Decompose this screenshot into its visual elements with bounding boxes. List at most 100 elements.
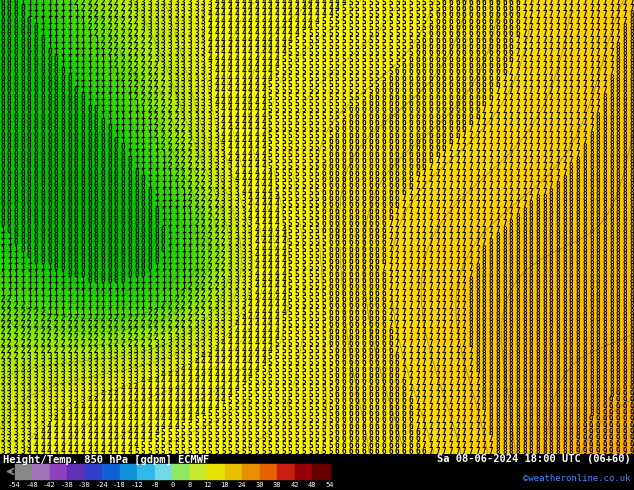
Text: 1: 1 — [148, 143, 152, 152]
Text: 1: 1 — [174, 181, 179, 190]
Text: 6: 6 — [382, 390, 386, 399]
Text: 3: 3 — [201, 327, 205, 336]
Text: 2: 2 — [161, 131, 165, 140]
Text: 2: 2 — [120, 29, 126, 38]
Text: 1: 1 — [81, 289, 85, 298]
Text: 8: 8 — [542, 295, 547, 304]
Text: 5: 5 — [161, 447, 165, 456]
Text: 8: 8 — [536, 327, 540, 336]
Text: 0: 0 — [114, 270, 119, 279]
Text: 8: 8 — [529, 282, 533, 292]
Text: 2: 2 — [194, 188, 199, 196]
Text: 7: 7 — [448, 308, 453, 317]
Text: 7: 7 — [522, 188, 527, 196]
Text: 3: 3 — [174, 42, 179, 51]
Text: 6: 6 — [455, 36, 460, 45]
Text: 1: 1 — [0, 245, 5, 253]
Text: 4: 4 — [241, 333, 246, 342]
Text: 5: 5 — [361, 17, 366, 26]
Text: 5: 5 — [281, 67, 286, 76]
Text: 5: 5 — [395, 42, 399, 51]
Text: 8: 8 — [495, 282, 500, 292]
Text: 0: 0 — [7, 188, 11, 196]
Text: 4: 4 — [107, 409, 112, 418]
Text: 1: 1 — [81, 80, 85, 89]
Text: 6: 6 — [455, 112, 460, 121]
Text: 4: 4 — [288, 17, 292, 26]
Text: 8: 8 — [549, 333, 553, 342]
Text: 7: 7 — [429, 441, 433, 450]
Text: 8: 8 — [609, 390, 614, 399]
Text: 7: 7 — [549, 23, 553, 32]
Text: 6: 6 — [508, 4, 514, 13]
Text: 5: 5 — [288, 238, 292, 247]
Text: 2: 2 — [94, 0, 98, 7]
Text: 6: 6 — [415, 86, 420, 96]
Text: 3: 3 — [27, 409, 32, 418]
Text: 6: 6 — [348, 257, 353, 266]
Text: 6: 6 — [448, 36, 453, 45]
Text: 5: 5 — [288, 422, 292, 431]
Text: 0: 0 — [67, 169, 72, 177]
Text: 2: 2 — [134, 23, 139, 32]
Text: 7: 7 — [589, 36, 593, 45]
Text: 6: 6 — [415, 42, 420, 51]
Text: 4: 4 — [221, 10, 226, 20]
Text: 1: 1 — [7, 257, 11, 266]
Text: -42: -42 — [43, 482, 56, 488]
Text: 8: 8 — [495, 434, 500, 443]
Text: 4: 4 — [248, 42, 252, 51]
Text: 0: 0 — [47, 181, 52, 190]
Text: 6: 6 — [455, 10, 460, 20]
Text: 7: 7 — [502, 188, 507, 196]
Text: 8: 8 — [542, 333, 547, 342]
Text: 4: 4 — [81, 409, 85, 418]
Text: 7: 7 — [482, 137, 486, 146]
Text: 0: 0 — [7, 80, 11, 89]
Text: 8: 8 — [582, 314, 587, 323]
Text: 0: 0 — [7, 225, 11, 235]
Text: 6: 6 — [348, 175, 353, 184]
Text: 2: 2 — [101, 327, 105, 336]
Text: 3: 3 — [27, 390, 32, 399]
Text: 6: 6 — [382, 175, 386, 184]
Text: 8: 8 — [515, 232, 520, 241]
Text: 7: 7 — [442, 371, 446, 380]
Text: 2: 2 — [141, 29, 145, 38]
Text: 6: 6 — [368, 308, 373, 317]
Text: 5: 5 — [321, 17, 326, 26]
Text: 6: 6 — [342, 327, 346, 336]
Text: 8: 8 — [555, 301, 560, 311]
Text: 8: 8 — [476, 270, 480, 279]
Text: 5: 5 — [275, 93, 279, 101]
Text: 7: 7 — [435, 422, 440, 431]
Text: 7: 7 — [582, 99, 587, 108]
Text: 6: 6 — [361, 289, 366, 298]
Text: 6: 6 — [361, 441, 366, 450]
Text: 3: 3 — [134, 358, 139, 368]
Text: 8: 8 — [576, 156, 580, 165]
Text: 8: 8 — [562, 289, 567, 298]
Text: 3: 3 — [188, 80, 192, 89]
Text: 8: 8 — [602, 213, 607, 222]
Text: 5: 5 — [295, 188, 299, 196]
Text: 2: 2 — [141, 327, 145, 336]
Text: 4: 4 — [235, 340, 239, 348]
Text: 9: 9 — [589, 447, 593, 456]
Text: 4: 4 — [248, 131, 252, 140]
Text: 0: 0 — [154, 207, 158, 216]
Text: 8: 8 — [502, 270, 507, 279]
Text: 8: 8 — [522, 314, 527, 323]
Text: 3: 3 — [167, 74, 172, 83]
Text: 7: 7 — [408, 251, 413, 260]
Text: 6: 6 — [348, 251, 353, 260]
Text: 0: 0 — [60, 207, 65, 216]
Text: 7: 7 — [415, 219, 420, 228]
Text: 7: 7 — [536, 149, 540, 159]
Text: 0: 0 — [101, 188, 105, 196]
Text: 0: 0 — [27, 162, 32, 171]
Text: 7: 7 — [576, 17, 580, 26]
Text: 4: 4 — [127, 396, 132, 405]
Text: 4: 4 — [268, 188, 273, 196]
Text: 3: 3 — [194, 327, 199, 336]
